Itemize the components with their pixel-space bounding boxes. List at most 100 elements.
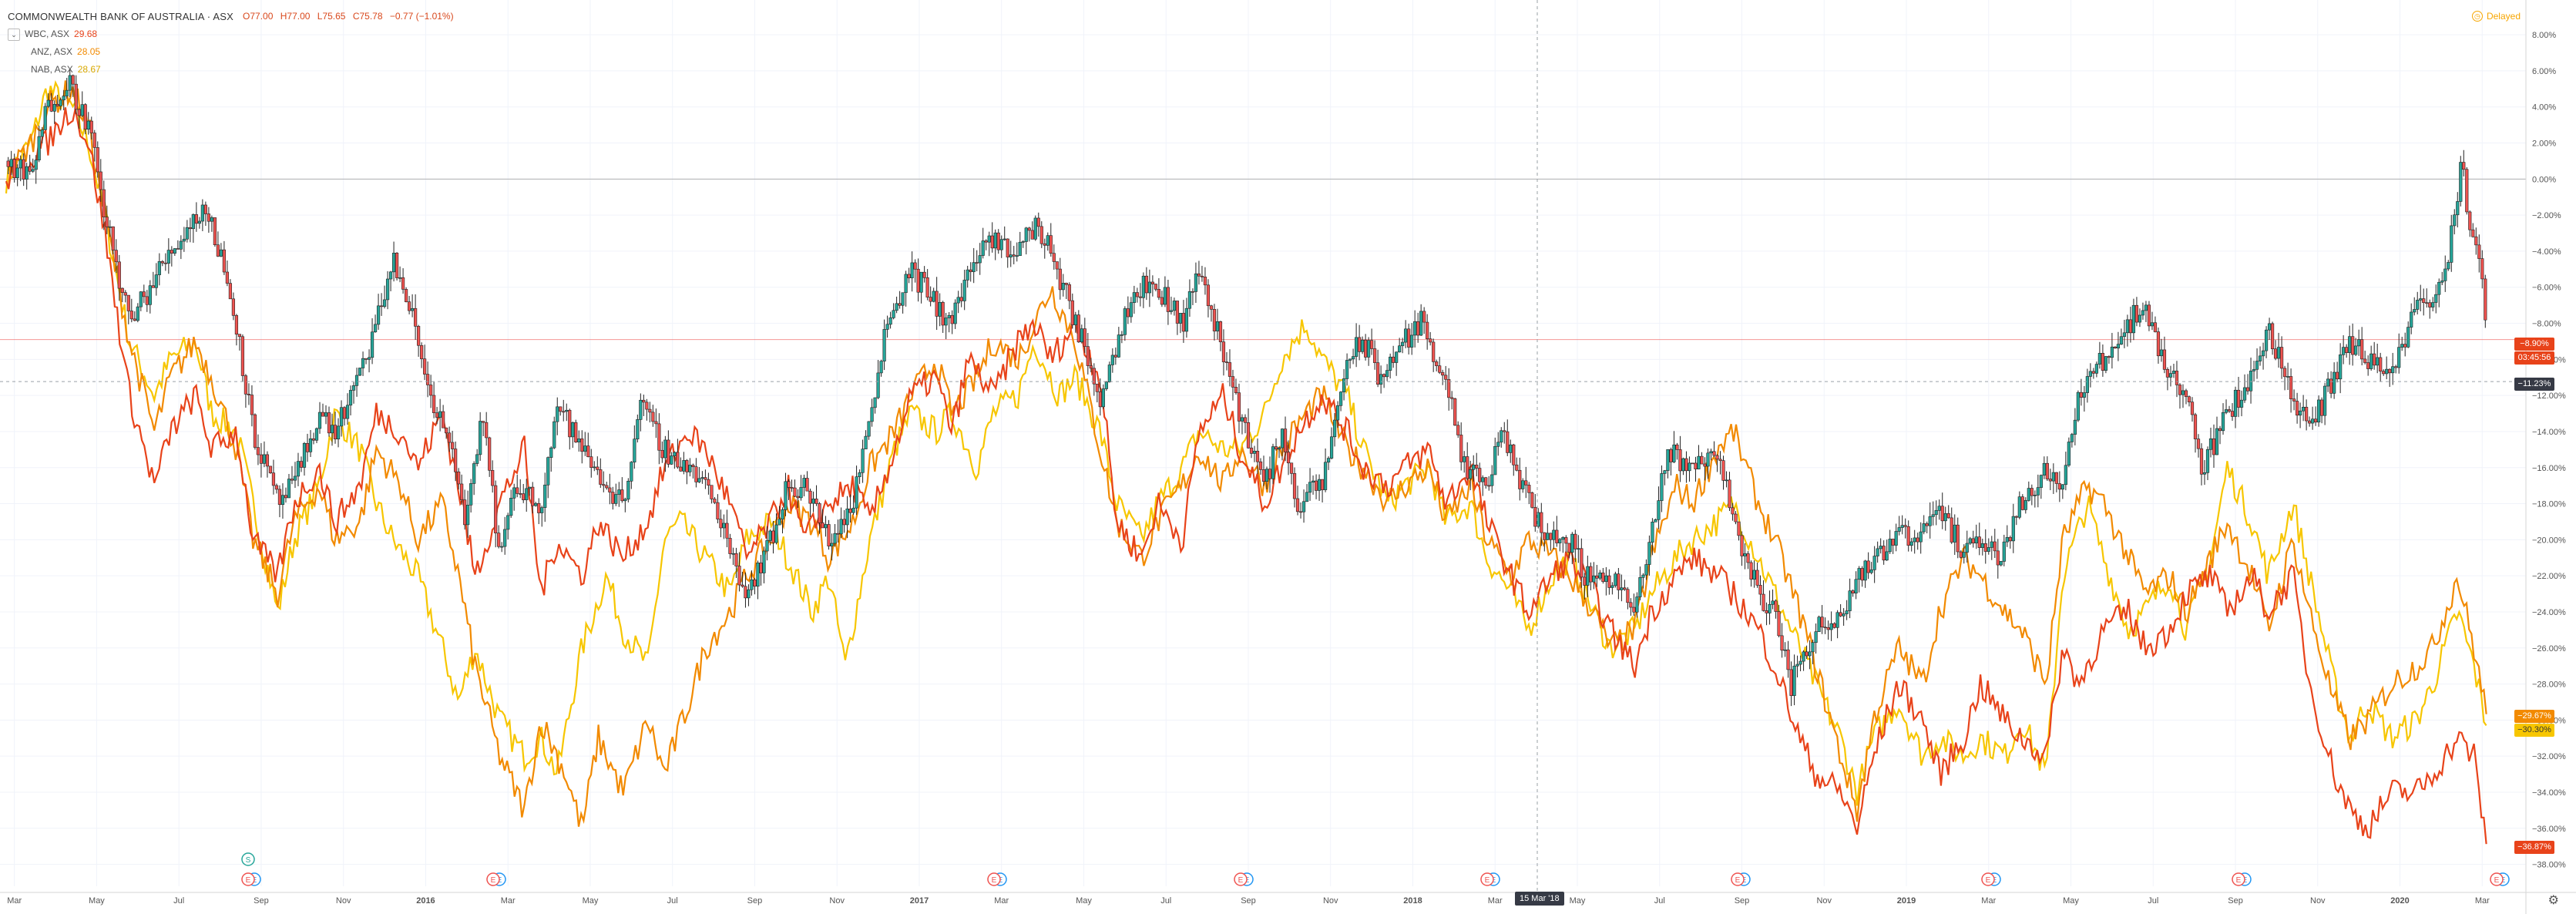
candle-body [1725,479,1728,482]
candle-body [151,285,155,288]
event-markers[interactable]: EEEEEEEEEEEEEEEEEES [241,852,2510,886]
candle-body [697,478,701,482]
candle-body [1983,543,1987,552]
candle-body [2165,369,2170,378]
candle-body [1240,417,1244,422]
candle-body [2107,356,2111,358]
candle-body [1237,392,1241,422]
candle-body [1036,217,1040,227]
collapse-chevron-icon[interactable]: ⌄ [8,28,20,41]
legend-item-nab[interactable]: NAB, ASX 28.67 [8,61,454,79]
candle-body [1558,539,1562,543]
candle-body [2134,304,2139,323]
candle-body [2011,516,2015,542]
candle-body [1129,302,1133,318]
candle-body [2175,371,2179,385]
candle-body [2388,368,2392,374]
candle-body [657,423,661,451]
earnings-event-icon[interactable]: E [1981,872,1995,886]
candle-body [1549,533,1553,540]
crosshair [0,0,2526,892]
delayed-indicator[interactable]: ◷ Delayed [2471,11,2521,22]
candle-body [250,395,254,415]
candle-body [2354,345,2358,355]
split-event-icon[interactable]: S [241,852,255,866]
candle-body [1962,552,1966,558]
candle-body [1916,537,1919,543]
candle-body [1894,531,1898,546]
candle-body [796,496,800,499]
candle-body [1175,301,1180,324]
candle-body [882,329,886,361]
candle-body [2431,302,2435,307]
candle-body [1641,574,1645,578]
candle-body [293,475,297,481]
candle-body [391,253,396,273]
candle-body [351,385,356,391]
candle-body [157,260,161,275]
candle-body [1338,391,1343,406]
candle-body [802,478,806,488]
badge-letter: E [1485,876,1490,885]
symbol-title[interactable]: COMMONWEALTH BANK OF AUSTRALIA · ASX [8,11,234,22]
earnings-event-icon[interactable]: E [1234,872,1248,886]
candle-body [922,271,926,278]
candle-body [2462,162,2466,170]
candle-body [577,439,581,442]
earnings-event-icon[interactable]: E [241,872,255,886]
candle-body [290,479,294,481]
y-tick-label: −38.00% [2532,861,2566,870]
candle-body [1209,305,1214,310]
earnings-event-icon[interactable]: E [486,872,500,886]
candle-body [516,487,519,494]
earnings-event-icon[interactable]: E [1731,872,1745,886]
candle-body [1851,590,1855,593]
gear-icon[interactable]: ⚙ [2547,894,2559,907]
candle-body [1925,523,1929,526]
candle-body [2020,496,2024,510]
candle-body [2070,434,2074,442]
candle-body [642,399,646,403]
candle-body [1771,600,1775,605]
candle-body [1332,419,1337,438]
earnings-event-icon[interactable]: E [1480,872,1494,886]
candle-body [2320,399,2324,416]
candle-body [55,104,59,106]
candle-body [407,301,411,311]
candle-body [185,227,189,240]
candle-body [225,271,230,284]
candle-body [2471,229,2475,237]
candle-body [133,318,136,321]
earnings-event-icon[interactable]: E [987,872,1001,886]
candle-body [1255,451,1260,462]
high-value: H77.00 [280,11,311,22]
candle-body [1709,451,1713,454]
candle-body [475,454,479,464]
candle-body [1990,541,1993,548]
candle-body [463,499,467,526]
candle-body [833,533,837,544]
candle-body [305,443,310,452]
candle-body [379,305,384,307]
candle-body [126,294,130,311]
candle-body [552,421,556,449]
badge-letter: E [2494,876,2500,885]
candle-body [969,269,972,272]
candle-body [1647,542,1651,565]
candle-body [1292,473,1297,499]
earnings-event-icon[interactable]: E [2232,872,2245,886]
candle-body [1456,425,1460,435]
legend-item-wbc[interactable]: ⌄ WBC, ASX 29.68 [8,25,454,43]
candle-body [2101,353,2104,371]
candle-body [2067,442,2071,466]
candle-body [364,358,368,360]
candle-body [2036,487,2040,496]
candle-body [1410,334,1414,348]
candle-body [1043,243,1046,246]
legend-item-anz[interactable]: ANZ, ASX 28.05 [8,43,454,61]
candle-body [99,171,102,190]
earnings-event-icon[interactable]: E [2490,872,2504,886]
candle-body [2045,462,2049,479]
clock-icon: ◷ [2471,11,2483,22]
